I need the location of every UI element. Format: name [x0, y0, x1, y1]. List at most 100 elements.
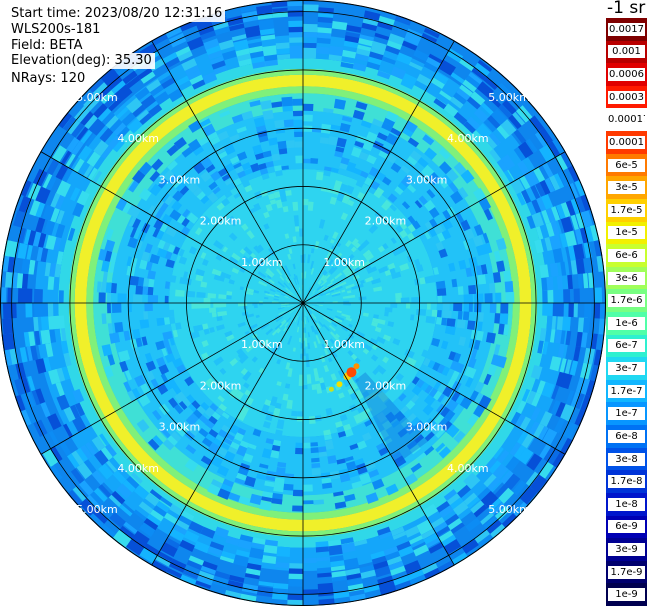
speckle-cell: [252, 303, 258, 306]
speckle-cell: [310, 293, 317, 299]
speckle-cell: [303, 114, 313, 122]
instrument-label: WLS200s-181: [8, 22, 104, 38]
speckle-cell: [183, 530, 200, 544]
speckle-cell: [258, 19, 275, 31]
speckle-cell: [262, 150, 272, 158]
speckle-cell: [294, 141, 303, 148]
speckle-cell: [286, 317, 291, 323]
speckle-cell: [132, 328, 141, 339]
speckle-cell: [318, 588, 334, 597]
speckle-cell: [513, 145, 528, 162]
speckle-cell: [381, 199, 392, 211]
speckle-cell: [292, 505, 303, 512]
speckle-cell: [99, 127, 114, 143]
speckle-cell: [323, 271, 328, 276]
speckle-cell: [404, 120, 418, 133]
speckle-cell: [315, 171, 324, 181]
speckle-cell: [458, 336, 467, 347]
speckle-cell: [175, 46, 191, 57]
speckle-cell: [473, 504, 488, 518]
speckle-cell: [77, 108, 94, 126]
speckle-cell: [220, 442, 230, 451]
speckle-cell: [316, 31, 332, 39]
speckle-cell: [79, 498, 97, 516]
speckle-cell: [256, 4, 273, 15]
speckle-cell: [128, 216, 137, 227]
speckle-cell: [480, 512, 494, 525]
speckle-cell: [211, 437, 223, 449]
speckle-cell: [450, 522, 465, 534]
speckle-cell: [233, 192, 241, 199]
speckle-cell: [395, 372, 404, 382]
speckle-cell: [59, 441, 72, 457]
speckle-cell: [531, 198, 544, 214]
speckle-cell: [313, 341, 318, 349]
speckle-cell: [250, 252, 257, 259]
speckle-cell: [495, 292, 502, 303]
speckle-cell: [496, 124, 511, 140]
speckle-cell: [284, 383, 291, 389]
speckle-cell: [283, 483, 294, 491]
speckle-cell: [223, 437, 233, 446]
speckle-cell: [91, 509, 108, 525]
speckle-cell: [171, 200, 183, 212]
speckle-cell: [33, 185, 46, 203]
speckle-cell: [231, 387, 240, 396]
speckle-cell: [397, 427, 408, 438]
speckle-cell: [273, 165, 282, 172]
speckle-cell: [477, 321, 483, 332]
speckle-cell: [364, 459, 376, 471]
speckle-cell: [458, 187, 469, 199]
speckle-cell: [277, 306, 285, 310]
speckle-cell: [307, 201, 314, 211]
speckle-cell: [140, 94, 157, 109]
speckle-cell: [463, 294, 473, 303]
speckle-cell: [107, 323, 114, 334]
speckle-cell: [246, 230, 255, 240]
speckle-cell: [316, 304, 323, 307]
speckle-cell: [245, 568, 261, 576]
speckle-cell: [303, 385, 308, 390]
speckle-cell: [400, 78, 415, 90]
speckle-cell: [181, 58, 198, 71]
speckle-cell: [513, 129, 527, 144]
speckle-cell: [588, 272, 594, 288]
speckle-cell: [322, 274, 331, 282]
speckle-cell: [211, 59, 226, 70]
colorbar-label: 6e-6: [608, 248, 645, 262]
elevation-label: Elevation(deg): 35.30: [8, 53, 155, 69]
speckle-cell: [280, 305, 290, 308]
speckle-cell: [208, 307, 217, 313]
speckle-cell: [292, 236, 297, 243]
speckle-cell: [131, 472, 143, 484]
speckle-cell: [354, 242, 361, 249]
speckle-cell: [178, 400, 188, 410]
speckle-cell: [317, 572, 332, 578]
speckle-cell: [468, 303, 473, 312]
speckle-cell: [92, 170, 103, 184]
speckle-cell: [337, 431, 347, 438]
speckle-cell: [323, 169, 332, 177]
speckle-cell: [335, 333, 340, 339]
speckle-cell: [137, 67, 153, 80]
speckle-cell: [112, 139, 126, 153]
speckle-cell: [268, 278, 275, 284]
speckle-cell: [173, 246, 181, 255]
speckle-cell: [489, 282, 496, 294]
speckle-cell: [358, 36, 374, 47]
speckle-cell: [159, 74, 173, 85]
speckle-cell: [461, 539, 479, 554]
speckle-cell: [353, 539, 368, 547]
speckle-cell: [55, 164, 69, 180]
speckle-cell: [333, 491, 344, 497]
speckle-cell: [383, 437, 393, 446]
speckle-cell: [308, 416, 316, 424]
spoke-line: [40, 302, 304, 455]
speckle-cell: [131, 217, 142, 230]
speckle-cell: [14, 378, 26, 396]
speckle-cell: [207, 50, 223, 60]
speckle-cell: [411, 296, 421, 303]
speckle-cell: [276, 358, 282, 365]
speckle-cell: [404, 349, 415, 359]
speckle-cell: [288, 303, 295, 305]
